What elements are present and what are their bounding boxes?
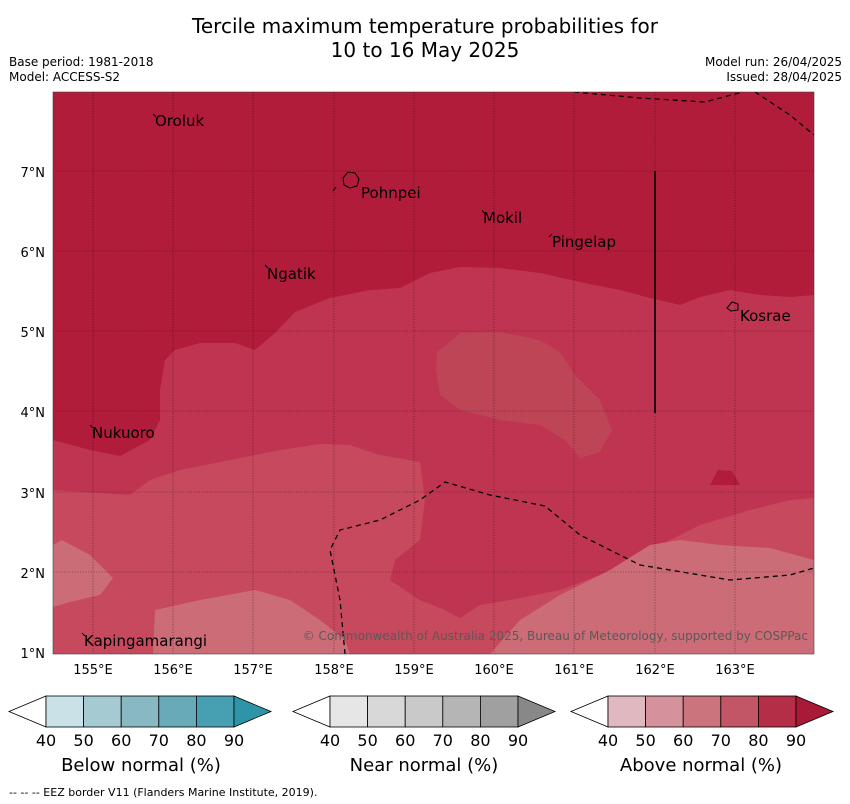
model-run-text: Model run: 26/04/2025 (704, 55, 842, 69)
legend-tick-label: 60 (395, 731, 415, 750)
base-period-text: Base period: 1981-2018 (9, 55, 154, 69)
legend-tick-label: 90 (786, 731, 806, 750)
legend-swatch (442, 695, 481, 728)
legend-title-above: Above normal (%) (619, 755, 783, 776)
lon-axis: 155°E 156°E 157°E 158°E 159°E 160°E 161°… (73, 663, 755, 678)
legend-swatch (195, 695, 235, 728)
legend-tick-label: 70 (149, 731, 169, 750)
legend-swatch-low-triangle (7, 695, 47, 728)
lon-label-161: 161°E (554, 663, 594, 678)
copyright-text: © Commonwealth of Australia 2025, Bureau… (303, 629, 808, 643)
legend-swatch (720, 695, 759, 728)
meta-left: Base period: 1981-2018 Model: ACCESS-S2 (9, 55, 154, 85)
lon-label-159: 159°E (394, 663, 434, 678)
legend-swatch (83, 695, 122, 728)
lat-label-5: 5°N (21, 326, 46, 341)
place-label-mokil: Mokil (483, 209, 522, 227)
map-frame (52, 91, 815, 655)
legend-swatch (329, 695, 368, 728)
lon-label-160: 160°E (474, 663, 514, 678)
legend-swatch (120, 695, 160, 728)
legend-above-normal: 40 50 60 70 80 90 (569, 695, 835, 750)
region-above-50 (490, 540, 814, 654)
region-above-80-small (710, 470, 740, 485)
map-area: Oroluk Pohnpei Mokil Pingelap Ngatik Kos… (53, 92, 814, 654)
model-text: Model: ACCESS-S2 (9, 70, 121, 84)
place-label-oroluk: Oroluk (155, 112, 204, 130)
legend-swatch (158, 695, 197, 728)
legend-swatch (404, 695, 444, 728)
lon-label-158: 158°E (314, 663, 354, 678)
legend-title-below: Below normal (%) (61, 755, 221, 776)
atoll-markers (81, 113, 553, 637)
legend-tick-label: 70 (433, 731, 453, 750)
legend-tick-label: 50 (73, 731, 93, 750)
lat-label-3: 3°N (21, 487, 46, 502)
chart-title-line2: 10 to 16 May 2025 (330, 38, 520, 62)
place-label-nukuoro: Nukuoro (92, 424, 155, 442)
lat-label-1: 1°N (21, 647, 46, 662)
legend-tick-label: 70 (711, 731, 731, 750)
island-marker-small (332, 186, 337, 192)
legend-swatch-low-triangle (291, 695, 331, 728)
legend-tick-label: 80 (470, 731, 490, 750)
legend-tick-label: 40 (36, 731, 56, 750)
legend-below-normal: 40 50 60 70 80 90 (7, 695, 273, 750)
lon-label-155: 155°E (73, 663, 113, 678)
kosrae-island-outline (726, 301, 739, 312)
legend-tick-label: 80 (186, 731, 206, 750)
legend-swatch (479, 695, 519, 728)
legend-tick-label: 80 (748, 731, 768, 750)
legend-swatch (682, 695, 722, 728)
legend-tick-label: 50 (635, 731, 655, 750)
chart-title-line1: Tercile maximum temperature probabilitie… (192, 14, 658, 38)
lon-label-163: 163°E (715, 663, 755, 678)
legend-tick-label: 40 (598, 731, 618, 750)
legend-tick-label: 60 (673, 731, 693, 750)
legend-swatch-high-triangle (233, 695, 273, 728)
legend-swatch-low-triangle (569, 695, 609, 728)
place-label-pingelap: Pingelap (552, 233, 616, 251)
eez-borders (329, 92, 814, 654)
legend-tick-label: 60 (111, 731, 131, 750)
place-label-ngatik: Ngatik (267, 265, 316, 283)
legend-title-near: Near normal (%) (349, 755, 499, 776)
issued-text: Issued: 28/04/2025 (726, 70, 842, 84)
footer-note: -- -- -- EEZ border V11 (Flanders Marine… (9, 786, 318, 799)
legend-swatch-high-triangle (795, 695, 835, 728)
legend-tick-label: 40 (320, 731, 340, 750)
lon-label-157: 157°E (233, 663, 273, 678)
region-above-50-w (53, 540, 113, 607)
legend-tick-label: 50 (357, 731, 377, 750)
lat-label-6: 6°N (21, 246, 46, 261)
legend-swatch (607, 695, 646, 728)
pohnpei-island-outline (342, 171, 360, 189)
legend-tick-label: 90 (508, 731, 528, 750)
legend-tick-label: 90 (224, 731, 244, 750)
lat-label-7: 7°N (21, 166, 46, 181)
legend-swatch (645, 695, 684, 728)
lon-label-162: 162°E (635, 663, 675, 678)
meta-right: Model run: 26/04/2025 Issued: 28/04/2025 (705, 55, 842, 85)
legend-near-normal: 40 50 60 70 80 90 (291, 695, 557, 750)
place-label-kosrae: Kosrae (740, 307, 791, 325)
lat-label-4: 4°N (21, 406, 46, 421)
lon-label-156: 156°E (153, 663, 193, 678)
lat-label-2: 2°N (21, 567, 46, 582)
legend-swatch (45, 695, 84, 728)
legend-swatch (367, 695, 406, 728)
place-label-kapingamarangi: Kapingamarangi (84, 632, 207, 650)
legend-swatch (758, 695, 797, 728)
lat-axis: 7°N 6°N 5°N 4°N 3°N 2°N 1°N (21, 166, 46, 662)
region-above-50-sw (153, 590, 350, 654)
place-label-pohnpei: Pohnpei (361, 184, 421, 202)
region-above-60-patch (436, 332, 612, 458)
place-labels: Oroluk Pohnpei Mokil Pingelap Ngatik Kos… (84, 112, 791, 650)
legend-swatch-high-triangle (517, 695, 557, 728)
